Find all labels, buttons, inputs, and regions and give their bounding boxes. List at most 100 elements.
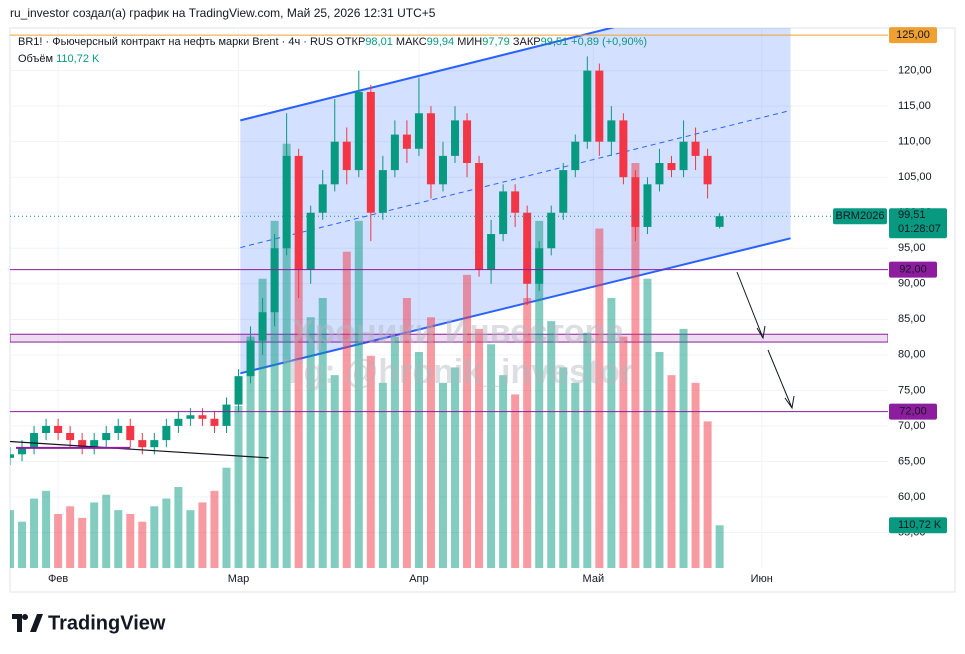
volume-bar: [378, 382, 387, 568]
volume-bar: [66, 506, 75, 568]
level-label: 72,00: [899, 406, 927, 418]
y-tick-label: 70,00: [898, 420, 926, 432]
candle-body: [571, 141, 580, 171]
level-badge: [889, 261, 937, 278]
volume-bar: [523, 298, 532, 568]
legend-label: ОТКР: [336, 36, 365, 48]
candle-body: [258, 312, 267, 341]
candle-body: [378, 170, 387, 213]
x-tick-label: Май: [583, 573, 605, 585]
candle-body: [294, 155, 303, 270]
volume-bar: [246, 336, 255, 568]
volume-bar: [102, 494, 111, 568]
candle-body: [78, 440, 87, 448]
legend-value: 110,72 K: [56, 53, 100, 65]
volume-bar: [198, 502, 207, 568]
y-tick-label: 85,00: [898, 313, 926, 325]
volume-bar: [487, 344, 496, 568]
candle-body: [18, 447, 27, 455]
candle-body: [342, 141, 351, 171]
candle-body: [66, 433, 75, 441]
volume-bar: [559, 367, 568, 568]
channel-middle: [240, 109, 791, 249]
volume-bar: [499, 375, 508, 568]
y-tick-label: 75,00: [898, 384, 926, 396]
candle-body: [619, 120, 628, 178]
volume-bar: [691, 382, 700, 568]
volume-bar: [426, 317, 435, 568]
candle-body: [691, 141, 700, 156]
volume-bar: [571, 382, 580, 568]
volume-bar: [655, 352, 664, 568]
volume-bar: [90, 502, 99, 568]
legend-label: МИН: [457, 36, 482, 48]
symbol-badge: [833, 208, 887, 225]
volume-bar: [234, 406, 243, 568]
candle-body: [150, 440, 159, 448]
volume-bar: [258, 278, 267, 568]
legend-value: 97,79: [482, 36, 510, 48]
price-label: 99,51: [898, 209, 926, 221]
candle-body: [114, 425, 123, 433]
candle-body: [559, 170, 568, 213]
volume-bar: [282, 143, 291, 568]
volume-badge-label: 110,72 K: [898, 519, 942, 531]
x-tick-label: Июн: [751, 573, 773, 585]
volume-bar: [78, 517, 87, 568]
candle-body: [511, 191, 520, 213]
candle-body: [366, 91, 375, 213]
volume-bar: [366, 355, 375, 568]
volume-bar: [667, 375, 676, 568]
y-tick-label: 90,00: [898, 278, 926, 290]
candle-body: [583, 70, 592, 142]
timer-label: 01:28:07: [898, 223, 941, 235]
volume-bar: [402, 298, 411, 568]
candle-body: [10, 454, 14, 458]
channel-lower: [240, 237, 791, 375]
logo-icon: [12, 614, 43, 632]
y-tick-label: 80,00: [898, 349, 926, 361]
volume-bar: [318, 298, 327, 568]
volume-bar: [463, 274, 472, 568]
legend-symbol: BR1! · Фьючерсный контракт на нефть марк…: [18, 36, 333, 48]
candle-body: [246, 340, 255, 377]
volume-bar: [703, 421, 712, 568]
candle-body: [655, 163, 664, 185]
candle-body: [402, 134, 411, 149]
header: ru_investor создал(а) график на TradingV…: [10, 6, 436, 20]
volume-bar: [631, 163, 640, 568]
candle-body: [595, 70, 604, 142]
volume-bar: [30, 498, 39, 568]
volume-bar: [607, 298, 616, 568]
volume-bar: [114, 510, 123, 568]
volume-bar: [547, 321, 556, 568]
candle-body: [306, 212, 315, 270]
legend-label: Объём: [18, 53, 53, 65]
candle-body: [222, 404, 231, 426]
volume-legend: Объём 110,72 K: [18, 53, 100, 65]
zone: [10, 333, 888, 343]
candle-body: [679, 141, 688, 171]
plot-area: [10, 28, 888, 568]
trendline: [10, 440, 269, 459]
candle-body: [210, 418, 219, 426]
y-tick-label: 105,00: [898, 171, 932, 183]
volume-bar: [150, 506, 159, 568]
price-badge: [889, 208, 947, 239]
candle-body: [547, 212, 556, 249]
volume-bar: [138, 521, 147, 568]
candle-body: [234, 376, 243, 405]
volume-bar: [126, 514, 135, 568]
volume-bar: [390, 336, 399, 568]
legend-change: +0,89 (+0,90%): [571, 36, 647, 48]
volume-badge: [889, 517, 947, 534]
candle-body: [475, 163, 484, 270]
candle-body: [42, 425, 51, 433]
candle-body: [438, 155, 447, 185]
channel-upper: [240, 28, 616, 122]
candle-body: [607, 120, 616, 142]
y-tick-label: 115,00: [898, 100, 931, 112]
watermark: Хроники Инвестора: [292, 313, 626, 351]
volume-bar: [438, 382, 447, 568]
